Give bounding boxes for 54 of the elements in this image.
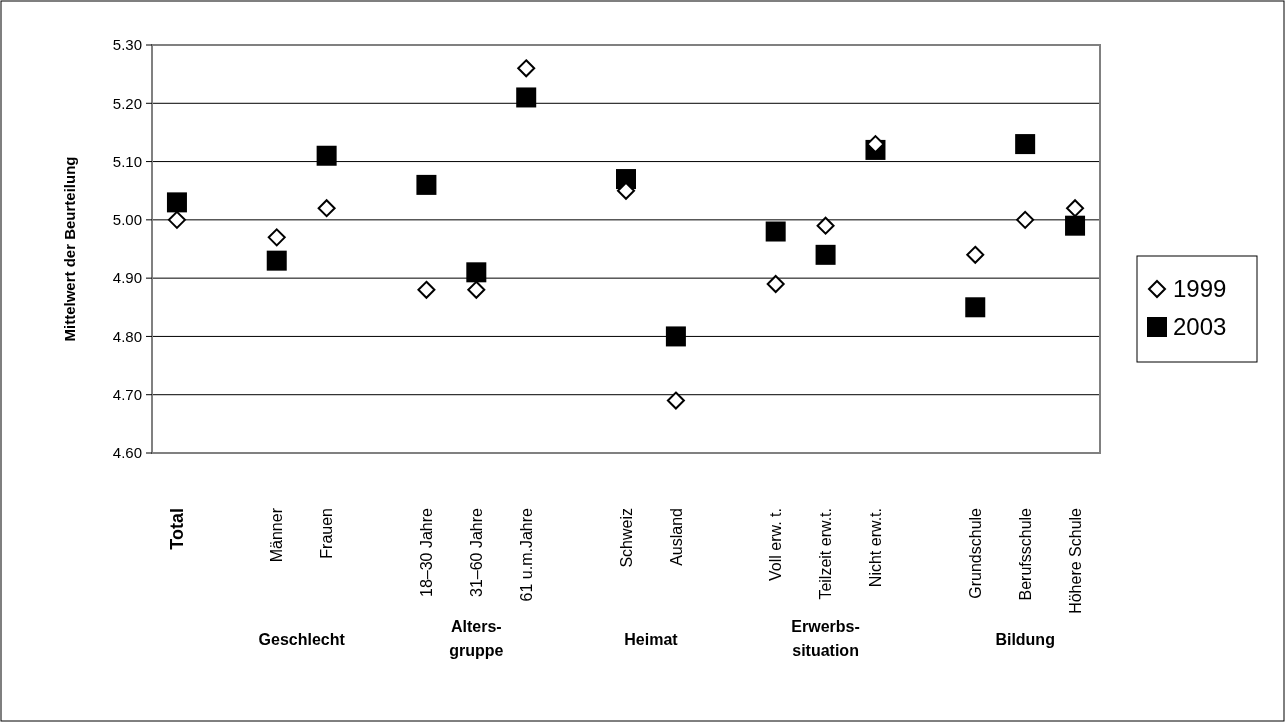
point xyxy=(466,262,487,283)
x-tick-label: Berufsschule xyxy=(1016,507,1034,601)
x-tick-label: Voll erw. t. xyxy=(767,508,785,581)
x-tick-label: Total xyxy=(167,508,188,550)
x-tick-label: 31–60 Jahre xyxy=(467,507,485,597)
x-tick-label: Teilzeit erw.t. xyxy=(817,508,835,600)
y-tick-label: 5.10 xyxy=(112,152,142,170)
text: Alters- gruppe xyxy=(449,618,504,659)
x-tick-label: Schweiz xyxy=(617,508,635,568)
legend-label: 1999 xyxy=(1173,275,1227,303)
y-tick-label: 4.90 xyxy=(112,269,142,287)
point xyxy=(516,87,537,108)
point xyxy=(517,59,536,78)
point xyxy=(1065,215,1086,236)
point xyxy=(766,274,785,293)
point xyxy=(665,326,686,347)
y-tick-label: 4.70 xyxy=(112,385,142,403)
point xyxy=(765,221,786,242)
point xyxy=(1016,210,1035,229)
x-tick-label: Männer xyxy=(268,507,286,563)
y-axis-title: Mittelwert der Beurteilung xyxy=(61,156,78,342)
point xyxy=(1066,199,1085,218)
point xyxy=(416,174,437,195)
y-tick-label: 5.00 xyxy=(112,211,142,229)
point xyxy=(316,145,337,166)
x-tick-label: 18–30 Jahre xyxy=(418,507,436,597)
point xyxy=(966,245,985,264)
x-tick-label: 61 u.m.Jahre xyxy=(517,507,535,602)
text: Erwerbs- situation xyxy=(791,618,860,659)
text: Heimat xyxy=(624,631,679,648)
text: Geschlecht xyxy=(258,631,346,648)
point xyxy=(267,228,286,247)
point xyxy=(317,199,336,218)
point xyxy=(166,192,187,213)
point xyxy=(816,216,835,235)
point xyxy=(167,210,186,229)
x-tick-label: Ausland xyxy=(667,508,685,566)
point xyxy=(266,250,287,271)
text: Bildung xyxy=(995,631,1055,648)
point xyxy=(1015,134,1036,155)
y-tick-label: 5.30 xyxy=(112,36,142,54)
point xyxy=(815,244,836,265)
y-tick-label: 4.60 xyxy=(112,444,142,462)
x-tick-label: Nicht erw.t. xyxy=(867,508,885,588)
y-tick-label: 5.20 xyxy=(112,94,142,112)
y-tick-label: 4.80 xyxy=(112,327,142,345)
point xyxy=(666,391,685,410)
point xyxy=(417,280,436,299)
x-tick-label: Frauen xyxy=(318,508,336,559)
point xyxy=(467,280,486,299)
x-tick-label: Grundschule xyxy=(966,507,984,599)
x-tick-label: Höhere Schule xyxy=(1066,507,1084,614)
point xyxy=(965,297,986,318)
legend-label: 2003 xyxy=(1173,313,1227,341)
